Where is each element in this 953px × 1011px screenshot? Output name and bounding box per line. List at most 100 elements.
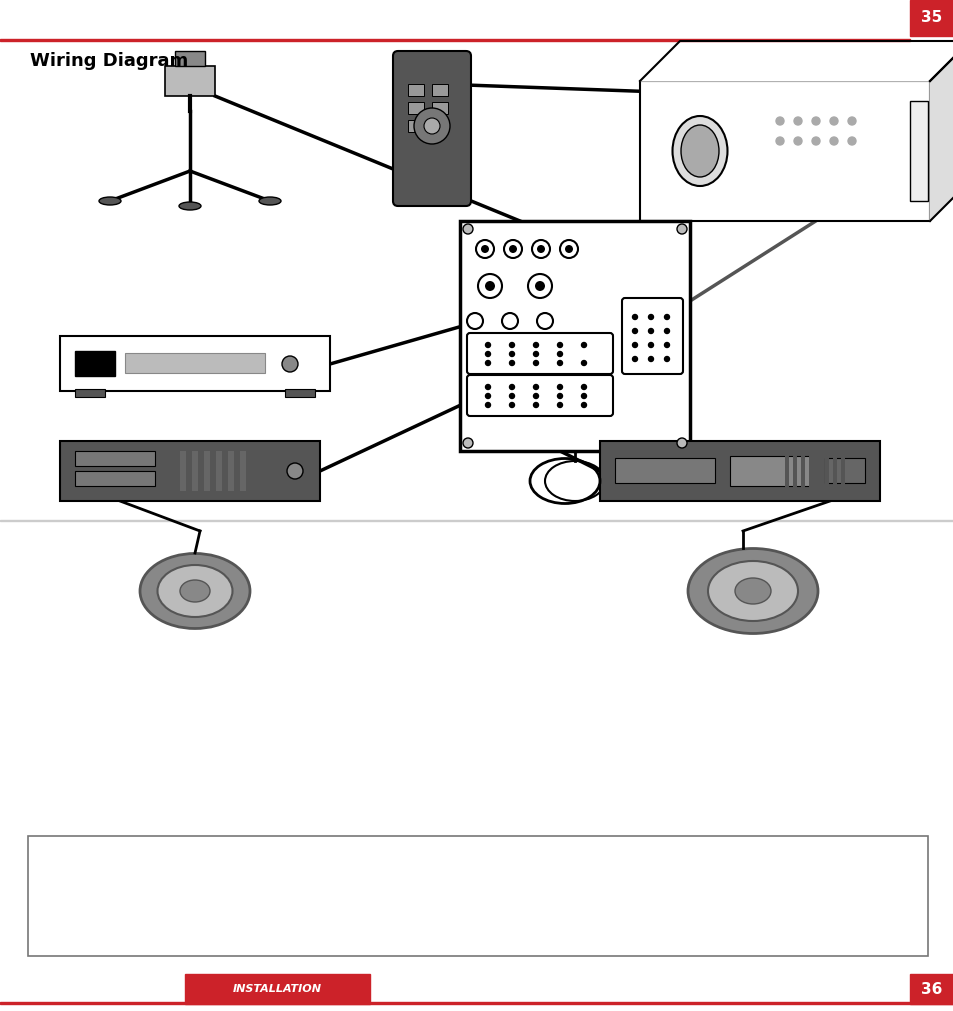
Circle shape — [533, 343, 537, 348]
Ellipse shape — [157, 565, 233, 617]
Bar — [185, 974, 370, 1004]
Circle shape — [648, 343, 653, 348]
Bar — [285, 389, 314, 397]
Bar — [432, 102, 448, 114]
Bar — [165, 66, 214, 96]
Text: 35: 35 — [921, 10, 942, 25]
Circle shape — [501, 313, 517, 329]
Circle shape — [537, 313, 553, 329]
Bar — [824, 446, 828, 496]
Bar — [408, 120, 423, 132]
Circle shape — [462, 224, 473, 234]
Bar — [824, 458, 864, 483]
Circle shape — [793, 137, 801, 145]
Ellipse shape — [258, 197, 281, 205]
Bar — [408, 84, 423, 96]
Circle shape — [811, 117, 820, 125]
FancyBboxPatch shape — [467, 333, 613, 374]
Circle shape — [581, 402, 586, 407]
Circle shape — [484, 281, 495, 291]
Bar — [75, 351, 115, 376]
Circle shape — [527, 274, 552, 298]
Circle shape — [829, 117, 837, 125]
Bar — [75, 389, 105, 397]
Circle shape — [581, 393, 586, 398]
Bar — [784, 446, 788, 496]
Ellipse shape — [179, 202, 201, 210]
Bar — [792, 446, 796, 496]
Bar — [808, 446, 812, 496]
Circle shape — [664, 314, 669, 319]
Ellipse shape — [680, 125, 719, 177]
Bar — [459, 221, 689, 451]
Circle shape — [476, 240, 494, 258]
Bar — [432, 84, 448, 96]
Circle shape — [533, 384, 537, 389]
Bar — [0, 38, 909, 41]
Circle shape — [282, 356, 297, 372]
FancyBboxPatch shape — [621, 298, 682, 374]
Text: INSTALLATION: INSTALLATION — [233, 984, 321, 994]
Circle shape — [632, 314, 637, 319]
Bar — [841, 446, 844, 496]
Circle shape — [532, 240, 550, 258]
Circle shape — [557, 393, 562, 398]
Bar — [729, 456, 809, 486]
Circle shape — [287, 463, 303, 479]
Circle shape — [533, 352, 537, 357]
Circle shape — [509, 343, 514, 348]
FancyBboxPatch shape — [467, 375, 613, 416]
Bar — [75, 471, 154, 486]
Bar — [408, 102, 423, 114]
Bar — [599, 441, 879, 501]
Ellipse shape — [99, 197, 121, 205]
Polygon shape — [929, 41, 953, 221]
Bar — [0, 973, 953, 1011]
Circle shape — [581, 384, 586, 389]
Circle shape — [557, 361, 562, 366]
Circle shape — [485, 352, 490, 357]
Circle shape — [557, 384, 562, 389]
Circle shape — [677, 224, 686, 234]
Circle shape — [509, 384, 514, 389]
Ellipse shape — [707, 561, 797, 621]
Ellipse shape — [734, 578, 770, 604]
Circle shape — [509, 352, 514, 357]
Circle shape — [533, 361, 537, 366]
Circle shape — [664, 357, 669, 362]
Text: 36: 36 — [921, 982, 942, 997]
Circle shape — [677, 438, 686, 448]
Circle shape — [811, 137, 820, 145]
Circle shape — [581, 343, 586, 348]
Bar — [0, 1002, 953, 1004]
Ellipse shape — [687, 549, 817, 634]
Circle shape — [829, 137, 837, 145]
Circle shape — [557, 402, 562, 407]
Circle shape — [535, 281, 544, 291]
Bar — [180, 451, 186, 491]
Circle shape — [648, 314, 653, 319]
Bar — [228, 451, 233, 491]
Circle shape — [503, 240, 521, 258]
Bar — [28, 836, 927, 956]
Circle shape — [632, 329, 637, 334]
Circle shape — [564, 245, 573, 253]
Bar — [909, 974, 953, 1004]
Bar — [240, 451, 246, 491]
Bar — [0, 520, 953, 521]
Circle shape — [485, 393, 490, 398]
Circle shape — [632, 343, 637, 348]
Circle shape — [648, 357, 653, 362]
Bar — [639, 81, 929, 221]
Ellipse shape — [140, 553, 250, 629]
Circle shape — [537, 245, 544, 253]
Circle shape — [477, 274, 501, 298]
Circle shape — [509, 393, 514, 398]
Circle shape — [509, 361, 514, 366]
Circle shape — [467, 313, 482, 329]
Circle shape — [509, 402, 514, 407]
Bar — [125, 353, 265, 373]
Bar — [432, 120, 448, 132]
Bar — [75, 451, 154, 466]
Circle shape — [775, 137, 783, 145]
